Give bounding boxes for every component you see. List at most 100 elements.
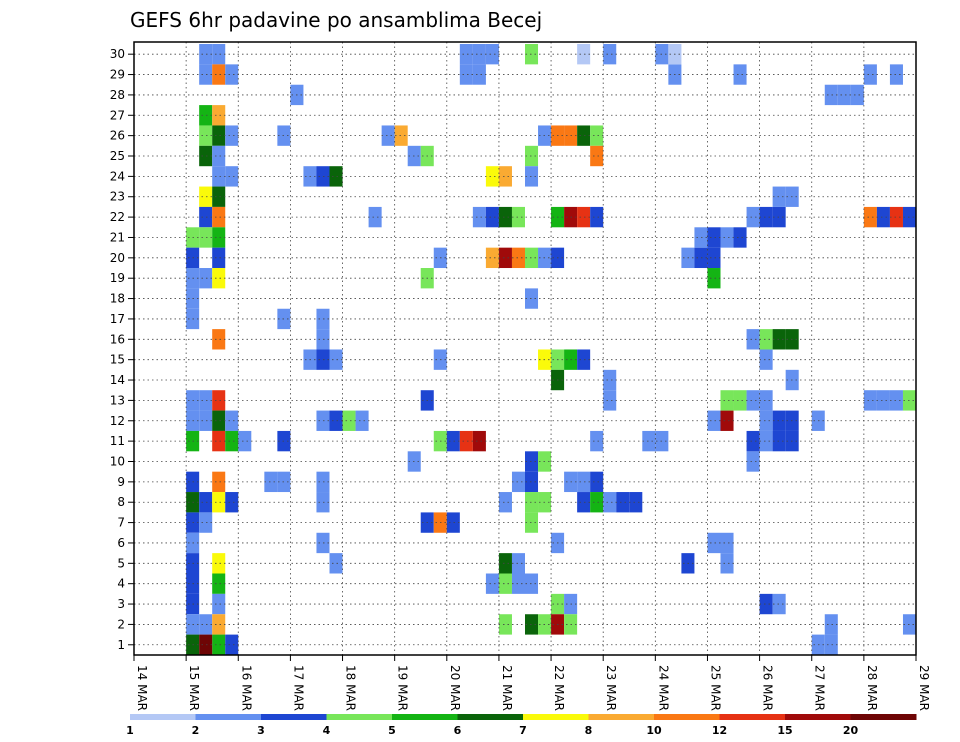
x-tick-label: 27 MAR: [813, 665, 827, 711]
y-tick-label: 8: [117, 495, 125, 509]
heatmap-cell: [212, 166, 226, 187]
heatmap-cell: [199, 145, 213, 167]
heatmap-cell: [511, 573, 525, 594]
y-tick-label: 12: [110, 414, 125, 428]
heatmap-cell: [212, 247, 226, 269]
heatmap-cell: [707, 247, 721, 269]
y-tick-label: 7: [117, 516, 125, 530]
heatmap-cell: [212, 573, 226, 594]
heatmap-cell: [863, 206, 877, 228]
x-tick-label: 17 MAR: [291, 665, 305, 711]
heatmap-cell: [485, 44, 499, 65]
heatmap-cell: [212, 430, 226, 452]
y-tick-label: 18: [110, 292, 125, 306]
heatmap-cell: [889, 390, 903, 411]
heatmap-cell: [225, 492, 239, 513]
legend-label: 4: [323, 724, 331, 737]
heatmap-cell: [212, 227, 226, 248]
heatmap-cell: [590, 471, 604, 493]
heatmap-cell: [199, 410, 213, 431]
heatmap-cell: [316, 532, 330, 554]
heatmap-cell: [212, 634, 226, 655]
heatmap-cell: [485, 573, 499, 594]
legend-label: 1: [126, 724, 134, 737]
x-tick-label: 14 MAR: [135, 665, 149, 711]
heatmap-cell: [316, 410, 330, 431]
x-tick-label: 22 MAR: [552, 665, 566, 711]
heatmap-cell: [199, 227, 213, 248]
heatmap-cell: [316, 329, 330, 350]
x-tick-label: 28 MAR: [865, 665, 879, 711]
heatmap-cell: [525, 145, 539, 167]
heatmap-cell: [329, 410, 343, 431]
heatmap-cell: [329, 166, 343, 187]
y-tick-label: 5: [117, 556, 125, 570]
heatmap-cell: [707, 532, 721, 554]
y-tick-label: 29: [110, 68, 125, 82]
heatmap-cell: [199, 125, 213, 146]
heatmap-cell: [707, 410, 721, 431]
heatmap-cell: [746, 390, 760, 411]
heatmap-cell: [590, 145, 604, 167]
x-tick-label: 26 MAR: [761, 665, 775, 711]
heatmap-cell: [381, 125, 395, 146]
heatmap-cell: [577, 471, 591, 493]
heatmap-cell: [577, 125, 591, 146]
x-tick-label: 23 MAR: [604, 665, 618, 711]
y-tick-label: 15: [110, 353, 125, 367]
heatmap-cell: [498, 247, 512, 269]
heatmap-cell: [772, 329, 786, 350]
heatmap-cell: [590, 492, 604, 513]
heatmap-cell: [212, 593, 226, 615]
heatmap-cell: [525, 512, 539, 533]
heatmap-cell: [590, 125, 604, 146]
y-tick-label: 10: [110, 454, 125, 468]
heatmap-cell: [199, 634, 213, 655]
heatmap-cell: [199, 206, 213, 228]
heatmap-cell: [720, 410, 734, 431]
heatmap-cell: [525, 166, 539, 187]
legend: 1 2 3 4 5 6 7 8 10 12 15 20: [126, 714, 917, 737]
heatmap-cell: [498, 166, 512, 187]
heatmap-cell: [733, 64, 747, 85]
heatmap-cell: [577, 492, 591, 513]
heatmap-cell: [212, 492, 226, 513]
y-tick-label: 6: [117, 536, 125, 550]
heatmap-cell: [212, 105, 226, 126]
heatmap-cell: [498, 553, 512, 574]
legend-label: 10: [646, 724, 662, 737]
heatmap-cell: [459, 430, 473, 452]
legend-label: 2: [192, 724, 200, 737]
heatmap-cell: [225, 64, 239, 85]
heatmap-cell: [225, 430, 239, 452]
y-tick-label: 16: [110, 332, 125, 346]
heatmap-cell: [863, 390, 877, 411]
legend-swatch: [850, 714, 917, 720]
y-tick-label: 14: [110, 373, 125, 387]
heatmap-cell: [485, 166, 499, 187]
x-tick-label: 15 MAR: [187, 665, 201, 711]
heatmap-cell: [212, 125, 226, 146]
heatmap-cell: [264, 471, 278, 493]
heatmap-cell: [355, 410, 369, 431]
y-tick-label: 9: [117, 475, 125, 489]
heatmap-cell: [629, 492, 643, 513]
chart-title: GEFS 6hr padavine po ansamblima Becej: [130, 8, 542, 32]
y-tick-label: 1: [117, 638, 125, 652]
heatmap-cell: [316, 308, 330, 330]
heatmap-cell: [199, 64, 213, 85]
heatmap-cell: [316, 349, 330, 370]
heatmap-cell: [590, 430, 604, 452]
y-tick-label: 2: [117, 617, 125, 631]
heatmap-cell: [238, 430, 252, 452]
heatmap-cell: [485, 206, 499, 228]
y-tick-label: 21: [110, 230, 125, 244]
x-tick-label: 16 MAR: [239, 665, 253, 711]
y-axis: 1234567891011121314151617181920212223242…: [110, 47, 134, 652]
heatmap-cell: [212, 390, 226, 411]
heatmap-cell: [824, 634, 838, 655]
heatmap-cell: [212, 268, 226, 289]
heatmap-cell: [459, 64, 473, 85]
grid-lines: [134, 42, 916, 655]
heatmap-cell: [759, 430, 773, 452]
